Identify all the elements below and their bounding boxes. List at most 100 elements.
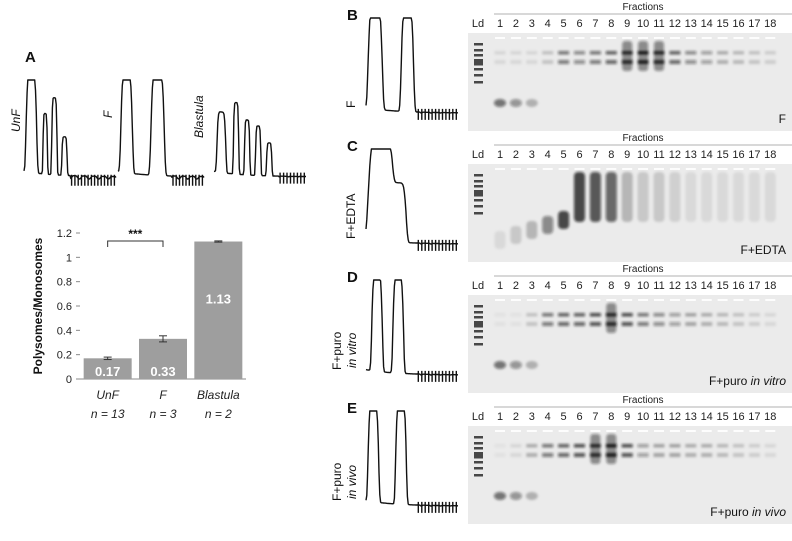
ladder-band [474, 194, 483, 197]
gel-band-lower [510, 453, 522, 457]
gel-band-upper [733, 51, 744, 55]
gradient-trace [365, 410, 458, 513]
fractions-title: Fractions [622, 264, 663, 275]
lane-number: 4 [545, 411, 551, 423]
gel-band-smear [622, 41, 633, 71]
lane-number: 12 [669, 280, 681, 292]
gel-band-lower [589, 322, 601, 326]
ladder-band [474, 330, 483, 333]
gel-band-upper [669, 444, 681, 448]
ladder-label: Ld [472, 18, 484, 30]
ladder-bands [474, 174, 483, 215]
gel-band-upper [589, 313, 601, 317]
gel-well [542, 168, 553, 170]
lane-number: 4 [545, 149, 551, 161]
gel-well [526, 37, 537, 39]
gel-well [685, 430, 696, 432]
lane-number: 11 [653, 411, 664, 423]
gel-band-small [494, 361, 506, 369]
bar-unf [83, 358, 132, 379]
gel-band-lower [494, 60, 506, 64]
bar-value-label: 0.17 [95, 364, 120, 379]
lane-number: 12 [669, 411, 681, 423]
gel-band [669, 172, 681, 222]
gel-band-lower [574, 60, 585, 64]
gel-well [495, 168, 505, 170]
gel-band-upper [621, 313, 633, 317]
lane-number: 1 [497, 411, 503, 423]
gel-well [510, 430, 521, 432]
ladder-label: Ld [472, 280, 484, 292]
trace-label-f: F [101, 110, 115, 118]
lane-number: 18 [764, 149, 776, 161]
gel-band-lower [494, 322, 506, 326]
gel-label: F [779, 112, 786, 126]
gel-band-upper [542, 444, 554, 448]
gel-well [542, 299, 553, 301]
gel-band-upper [574, 313, 585, 317]
ladder-band [474, 59, 483, 63]
trace-label-unf: UnF [9, 109, 23, 132]
lane-number: 17 [748, 149, 760, 161]
gel-band-lower [510, 322, 522, 326]
lane-number: 8 [608, 18, 614, 30]
y-tick-label: 1 [66, 252, 72, 264]
ladder-band [474, 190, 483, 194]
gel-well [558, 430, 569, 432]
ladder-band [474, 305, 483, 308]
gel-band-lower [748, 322, 760, 326]
gel-band-lower [494, 453, 506, 457]
gel-band-lower [558, 453, 570, 457]
gel-well [590, 37, 601, 39]
lane-number: 10 [637, 18, 649, 30]
gel-well [622, 168, 633, 170]
lane-number: 11 [653, 280, 664, 292]
lane-number: 10 [637, 411, 649, 423]
lane-number: 9 [624, 280, 630, 292]
gel-band-lower [637, 322, 649, 326]
gel-band-lower [574, 453, 585, 457]
gel-band-small [525, 99, 538, 107]
lane-number: 6 [576, 149, 582, 161]
gel-well [526, 168, 537, 170]
lane-number: 1 [497, 18, 503, 30]
ladder-band [474, 54, 483, 57]
gel-well [526, 299, 537, 301]
panel-letter: C [347, 138, 358, 155]
gel-band-upper [589, 51, 601, 55]
gel-band-lower [733, 453, 744, 457]
lane-number: 3 [529, 149, 535, 161]
y-tick-label: 0.2 [57, 350, 72, 362]
significance-label: *** [128, 227, 142, 241]
gel-band-smear [606, 434, 617, 464]
gel-band-lower [558, 60, 570, 64]
lane-number: 6 [576, 280, 582, 292]
ladder-band [474, 180, 483, 183]
gel-well [606, 430, 617, 432]
gel-band-lower [653, 322, 665, 326]
gel-band-upper [574, 51, 585, 55]
fractions-title: Fractions [622, 395, 663, 406]
gel-well [606, 37, 617, 39]
gel-well [510, 299, 521, 301]
ladder-band [474, 43, 483, 46]
gel-well [749, 168, 760, 170]
y-tick-label: 0.4 [57, 325, 72, 337]
gel-band-lower [669, 322, 681, 326]
gel-band-smear [654, 41, 664, 71]
gel-image [468, 426, 792, 524]
gel-well [669, 37, 680, 39]
gel-band [574, 172, 585, 222]
gel-band-lower [685, 453, 697, 457]
gel-band [558, 211, 570, 229]
gel-well [638, 37, 649, 39]
gel-band-upper [558, 313, 570, 317]
lane-number: 2 [513, 18, 519, 30]
gel-band [605, 172, 617, 222]
gel-band-lower [653, 453, 665, 457]
gradient-trace [365, 17, 458, 120]
ladder-label: Ld [472, 149, 484, 161]
